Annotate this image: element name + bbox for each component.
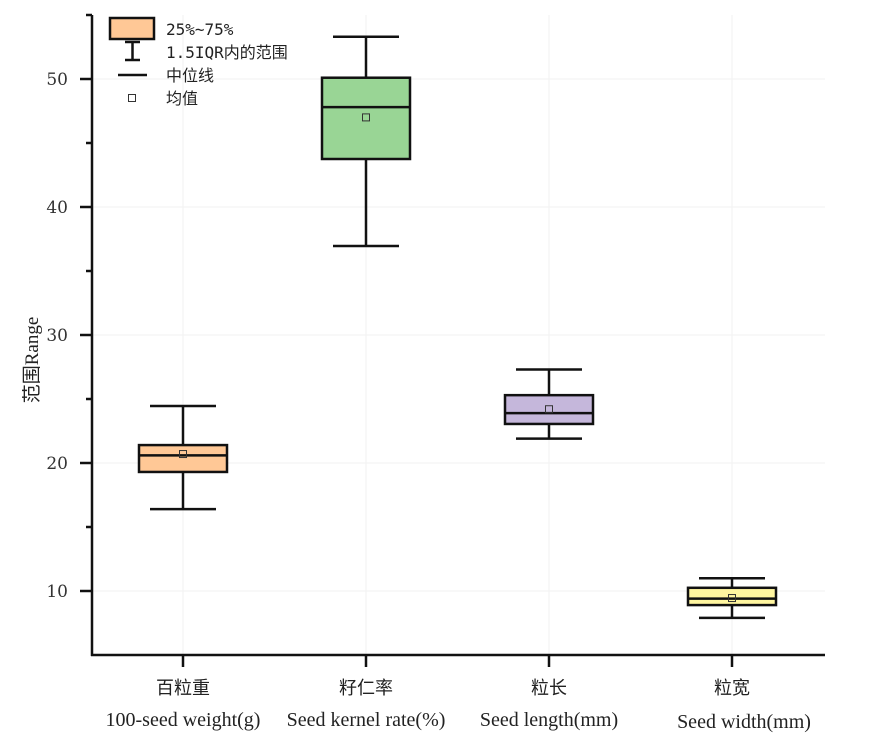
legend-label-median: 中位线 — [166, 66, 214, 85]
mean-marker — [545, 405, 553, 414]
y-ticks: 10 20 30 40 50 — [46, 13, 92, 602]
iqr-box — [503, 393, 595, 426]
box-2 — [320, 35, 412, 248]
mean-marker — [362, 113, 370, 122]
x-tick-label-en: Seed length(mm) — [480, 709, 618, 731]
box-1 — [137, 404, 229, 511]
legend-label-whisker: 1.5IQR内的范围 — [166, 43, 288, 62]
x-tick-label-en: Seed kernel rate(%) — [287, 709, 446, 731]
y-tick-label: 50 — [46, 70, 68, 90]
y-axis-title: 范围Range — [21, 317, 43, 404]
y-tick-label: 40 — [46, 198, 68, 218]
boxes-layer — [137, 35, 778, 620]
x-tick-label-en: 100-seed weight(g) — [106, 709, 261, 731]
x-tick-label-cn: 粒宽 — [714, 678, 750, 699]
x-tick-label-cn: 籽仁率 — [339, 678, 393, 699]
legend: 25%~75% 1.5IQR内的范围 中位线 均值 — [108, 16, 288, 108]
legend-whisker-symbol — [125, 40, 140, 62]
x-tick-label-en: Seed width(mm) — [677, 711, 811, 733]
legend-box-symbol — [108, 16, 156, 41]
y-tick-label: 20 — [46, 454, 68, 474]
y-tick-label: 30 — [46, 326, 68, 346]
legend-label-mean: 均值 — [166, 89, 198, 108]
mean-marker — [728, 594, 736, 603]
y-tick-label: 10 — [46, 582, 68, 602]
box-4 — [686, 576, 778, 620]
grid-layer — [92, 15, 825, 655]
iqr-box — [320, 76, 412, 161]
x-ticks: 百粒重 100-seed weight(g) 籽仁率 Seed kernel rate… — [106, 655, 811, 733]
iqr-box — [686, 586, 778, 607]
x-tick-label-cn: 百粒重 — [156, 678, 210, 699]
legend-mean-symbol — [128, 94, 136, 102]
box-3 — [503, 368, 595, 440]
legend-label-box: 25%~75% — [166, 20, 234, 39]
x-tick-label-cn: 粒长 — [531, 678, 567, 699]
iqr-box — [137, 443, 229, 474]
mean-marker — [179, 450, 187, 459]
